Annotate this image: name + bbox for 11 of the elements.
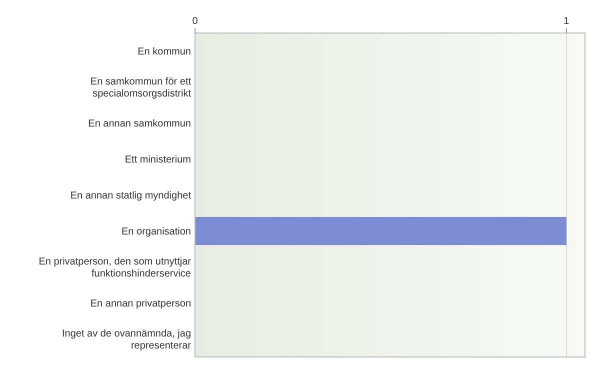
y-tick-label: En privatperson, den som utnyttjar funktionshinderservice <box>38 256 192 280</box>
y-tick-label: En annan samkommun <box>88 118 191 130</box>
x-tick-label: 0 <box>192 16 198 27</box>
y-tick-label: En samkommun för ett specialomsorgsdistrikt <box>90 76 192 100</box>
y-tick-label: En annan privatperson <box>90 298 191 310</box>
y-tick-label: En kommun <box>138 46 191 58</box>
y-tick-label: En organisation <box>122 226 191 238</box>
y-tick-label: Inget av de ovannämnda, jag representerar <box>62 328 192 352</box>
x-tick-label: 1 <box>564 16 570 27</box>
y-tick-label: Ett ministerium <box>124 154 191 166</box>
y-tick-label: En annan statlig myndighet <box>70 190 192 202</box>
